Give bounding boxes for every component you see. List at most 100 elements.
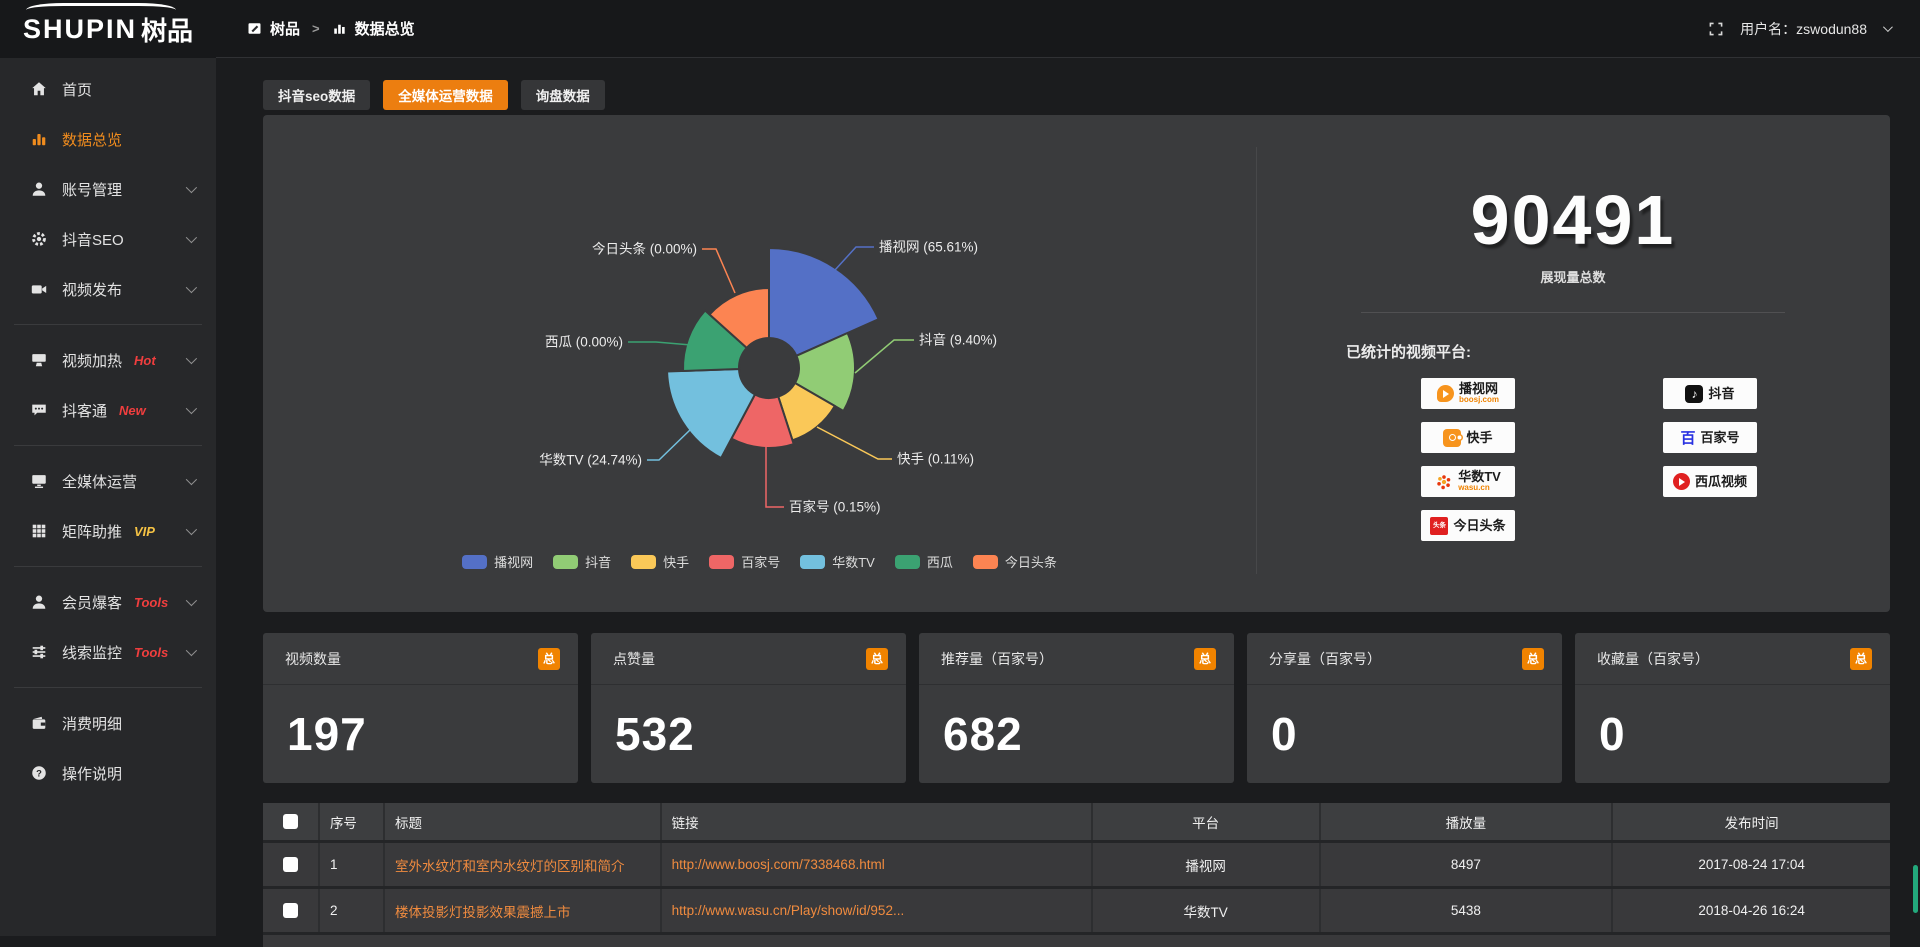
row-url-link[interactable]: http://www.wasu.cn/Play/show/id/952... bbox=[662, 889, 1093, 932]
vip-badge: VIP bbox=[134, 524, 155, 539]
breadcrumb-separator: > bbox=[312, 21, 320, 36]
pie-label: 快手 (0.11%) bbox=[897, 452, 974, 467]
column-header-plays: 播放量 bbox=[1321, 803, 1614, 840]
sidebar-item-douyin-seo[interactable]: 抖音SEO bbox=[0, 214, 216, 264]
chevron-down-icon bbox=[186, 403, 197, 414]
stat-card-favorites: 收藏量（百家号）总 0 bbox=[1575, 633, 1890, 783]
new-badge: New bbox=[119, 403, 146, 418]
stat-value: 532 bbox=[591, 685, 906, 761]
impressions-total-label: 展现量总数 bbox=[1256, 267, 1890, 286]
legend-item-boshiwang[interactable]: 播视网 bbox=[462, 552, 533, 571]
sidebar-item-consumption-detail[interactable]: 消费明细 bbox=[0, 698, 216, 748]
sidebar-item-video-heating[interactable]: 视频加热 Hot bbox=[0, 335, 216, 385]
pie-slice[interactable] bbox=[667, 369, 755, 458]
chat-bubble-icon bbox=[30, 401, 48, 419]
pie-slice[interactable] bbox=[769, 248, 879, 356]
platform-badge-kuaishou: 快手 bbox=[1421, 422, 1515, 453]
sidebar-item-account-management[interactable]: 账号管理 bbox=[0, 164, 216, 214]
row-plays: 8497 bbox=[1321, 843, 1614, 886]
sidebar-item-matrix-boost[interactable]: 矩阵助推 VIP bbox=[0, 506, 216, 556]
legend-swatch bbox=[631, 555, 656, 569]
chevron-down-icon bbox=[186, 524, 197, 535]
legend-item-kuaishou[interactable]: 快手 bbox=[631, 552, 689, 571]
platform-badge-baijiahao: 百 百家号 bbox=[1663, 422, 1757, 453]
main-content: 抖音seo数据 全媒体运营数据 询盘数据 播视网 (65.61%) 抖音 (9.4… bbox=[216, 58, 1920, 936]
sidebar-item-home[interactable]: 首页 bbox=[0, 64, 216, 114]
tools-badge: Tools bbox=[134, 595, 168, 610]
logo-arc-decoration bbox=[26, 3, 176, 17]
sidebar-divider bbox=[14, 687, 202, 688]
row-no: 1 bbox=[320, 843, 385, 886]
sidebar-divider bbox=[14, 324, 202, 325]
row-title-link[interactable]: 楼体投影灯投影效果震撼上市 bbox=[385, 889, 662, 932]
legend-item-xigua[interactable]: 西瓜 bbox=[895, 552, 953, 571]
column-header-link: 链接 bbox=[662, 803, 1093, 840]
stat-card-recommendations: 推荐量（百家号）总 682 bbox=[919, 633, 1234, 783]
scrollbar-thumb[interactable] bbox=[1913, 865, 1918, 913]
legend-swatch bbox=[462, 555, 487, 569]
sidebar-item-data-overview[interactable]: 数据总览 bbox=[0, 114, 216, 164]
row-platform: 播视网 bbox=[1093, 843, 1321, 886]
app-logo: SHUPIN 树品 bbox=[0, 0, 216, 58]
tab-inquiry-data[interactable]: 询盘数据 bbox=[521, 80, 605, 110]
sidebar-item-member-baoke[interactable]: 会员爆客 Tools bbox=[0, 577, 216, 627]
row-checkbox[interactable] bbox=[283, 857, 298, 872]
stat-value: 197 bbox=[263, 685, 578, 761]
chevron-down-icon[interactable] bbox=[1883, 22, 1893, 32]
grid-icon bbox=[30, 522, 48, 540]
legend-swatch bbox=[800, 555, 825, 569]
column-header-time: 发布时间 bbox=[1613, 803, 1890, 840]
legend-item-douyin[interactable]: 抖音 bbox=[553, 552, 611, 571]
sidebar: 首页 数据总览 账号管理 抖音SEO 视频发布 视频加热 Hot 抖客通 New… bbox=[0, 58, 216, 936]
sidebar-item-clue-monitor[interactable]: 线索监控 Tools bbox=[0, 627, 216, 677]
row-time: 2017-08-24 17:04 bbox=[1613, 843, 1890, 886]
tab-omnimedia-operation-data[interactable]: 全媒体运营数据 bbox=[383, 80, 508, 110]
table-row: 1 室外水纹灯和室内水纹灯的区别和简介 http://www.boosj.com… bbox=[263, 843, 1890, 889]
person-icon bbox=[30, 593, 48, 611]
legend-item-wasu-tv[interactable]: 华数TV bbox=[800, 552, 875, 571]
platform-badge-douyin: ♪ 抖音 bbox=[1663, 378, 1757, 409]
tab-douyin-seo-data[interactable]: 抖音seo数据 bbox=[263, 80, 370, 110]
legend-swatch bbox=[895, 555, 920, 569]
row-title-link[interactable]: 室外水纹灯和室内水纹灯的区别和简介 bbox=[385, 843, 662, 886]
breadcrumb-root[interactable]: 树品 bbox=[270, 18, 300, 39]
pie-label: 抖音 (9.40%) bbox=[919, 332, 997, 348]
row-url-link[interactable]: http://www.boosj.com/7338468.html bbox=[662, 843, 1093, 886]
chevron-down-icon bbox=[186, 645, 197, 656]
screen-icon bbox=[30, 351, 48, 369]
column-header-no: 序号 bbox=[320, 803, 385, 840]
pie-label: 播视网 (65.61%) bbox=[879, 240, 978, 255]
wasu-icon bbox=[1435, 473, 1453, 491]
table-row-clipped bbox=[263, 935, 1890, 947]
column-header-platform: 平台 bbox=[1093, 803, 1321, 840]
row-plays: 5438 bbox=[1321, 889, 1614, 932]
username[interactable]: 用户名：zswodun88 bbox=[1740, 19, 1867, 39]
total-badge: 总 bbox=[1850, 648, 1872, 670]
toutiao-icon: 头条 bbox=[1430, 517, 1448, 535]
chevron-down-icon bbox=[186, 474, 197, 485]
pie-label: 今日头条 (0.00%) bbox=[592, 241, 697, 257]
pie-label: 百家号 (0.15%) bbox=[789, 499, 881, 515]
legend-item-toutiao[interactable]: 今日头条 bbox=[973, 552, 1057, 571]
sidebar-item-video-publish[interactable]: 视频发布 bbox=[0, 264, 216, 314]
fullscreen-icon[interactable] bbox=[1708, 21, 1724, 37]
select-all-checkbox[interactable] bbox=[283, 814, 298, 829]
sidebar-item-omnimedia-operation[interactable]: 全媒体运营 bbox=[0, 456, 216, 506]
column-header-title: 标题 bbox=[385, 803, 662, 840]
impressions-total-value: 90491 bbox=[1256, 185, 1890, 255]
row-checkbox[interactable] bbox=[283, 903, 298, 918]
platforms-label: 已统计的视频平台: bbox=[1346, 341, 1890, 362]
sidebar-item-douketong[interactable]: 抖客通 New bbox=[0, 385, 216, 435]
breadcrumb-root-icon bbox=[247, 21, 262, 36]
chevron-down-icon bbox=[186, 595, 197, 606]
legend-item-baijiahao[interactable]: 百家号 bbox=[709, 552, 780, 571]
stat-value: 0 bbox=[1575, 685, 1890, 761]
total-badge: 总 bbox=[866, 648, 888, 670]
legend-swatch bbox=[553, 555, 578, 569]
table-header-row: 序号 标题 链接 平台 播放量 发布时间 bbox=[263, 803, 1890, 843]
sidebar-item-operation-guide[interactable]: ? 操作说明 bbox=[0, 748, 216, 798]
bar-chart-icon bbox=[30, 130, 48, 148]
